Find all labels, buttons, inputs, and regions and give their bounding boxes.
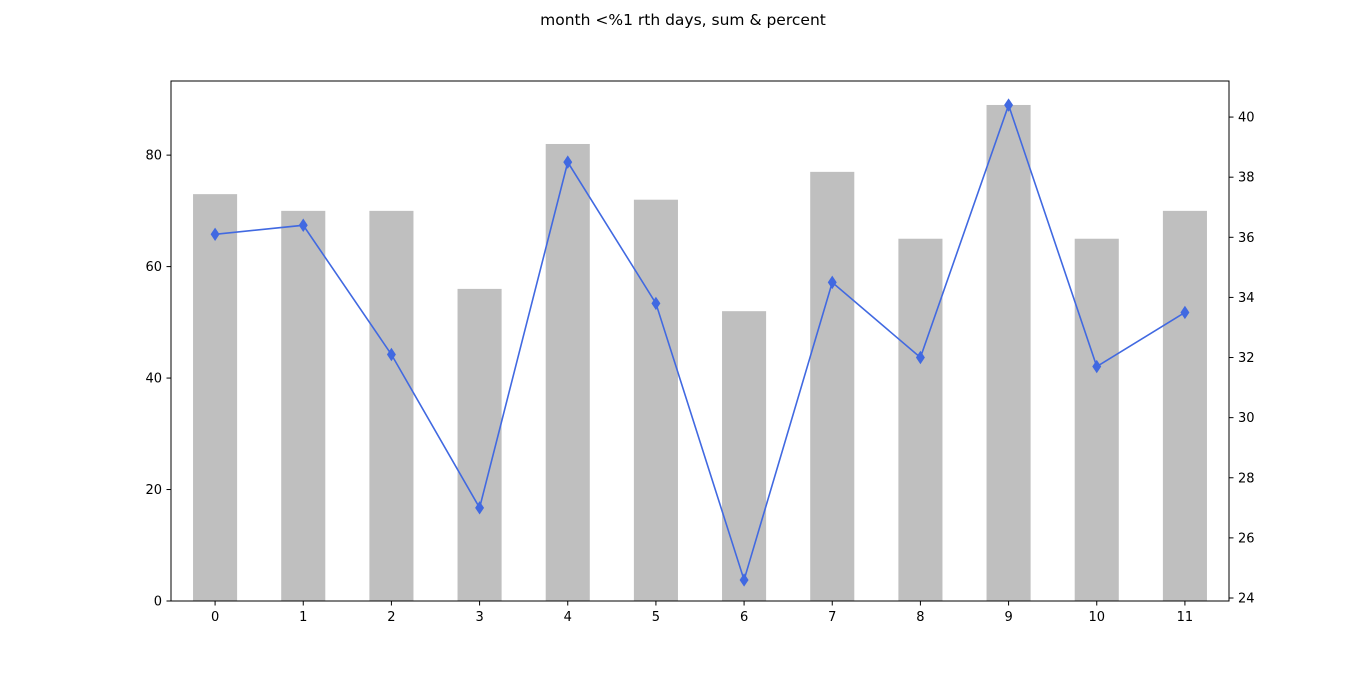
percent-point-1 (298, 218, 308, 232)
x-tick-label-3: 3 (475, 610, 483, 625)
percent-point-4 (563, 155, 573, 169)
bar-4 (545, 143, 590, 602)
bar-2 (369, 210, 414, 602)
x-tick-label-6: 6 (740, 610, 748, 625)
x-tick-label-9: 9 (1004, 610, 1012, 625)
percent-point-3 (475, 501, 485, 515)
bar-10 (1074, 238, 1119, 602)
percent-point-9 (1004, 98, 1014, 112)
y-left-tick-label-60: 60 (145, 260, 162, 275)
y-left-tick-label-20: 20 (145, 483, 162, 498)
bar-11 (1162, 210, 1207, 602)
y-right-tick-label-28: 28 (1238, 471, 1255, 486)
y-right-tick-label-36: 36 (1238, 231, 1255, 246)
percent-point-6 (739, 573, 749, 587)
x-tick-label-1: 1 (299, 610, 307, 625)
y-left-tick-label-0: 0 (154, 595, 162, 610)
bar-1 (281, 210, 326, 602)
x-tick-label-8: 8 (916, 610, 924, 625)
percent-point-0 (210, 227, 220, 242)
x-tick-label-0: 0 (211, 610, 219, 625)
bar-0 (193, 194, 238, 601)
y-right-tick-label-32: 32 (1238, 351, 1255, 366)
plot-frame (170, 80, 1230, 602)
bar-9 (986, 104, 1031, 601)
y-left-tick-label-40: 40 (145, 372, 162, 387)
y-right-tick-label-24: 24 (1238, 591, 1255, 606)
bar-3 (457, 288, 502, 601)
percent-point-8 (915, 350, 925, 365)
percent-point-7 (827, 275, 837, 290)
y-right-tick-label-34: 34 (1238, 291, 1255, 306)
x-tick-label-10: 10 (1088, 610, 1105, 625)
bar-7 (810, 171, 855, 601)
axes-layer: 0 1 2 3 4 5 6 7 8 9 10 1102040608024262830323436384… (145, 80, 1255, 625)
percent-point-2 (386, 347, 396, 362)
y-left-tick-label-80: 80 (145, 149, 162, 164)
bars-layer (193, 104, 1207, 602)
x-tick-label-4: 4 (564, 610, 572, 625)
x-tick-label-2: 2 (387, 610, 395, 625)
percent-point-5 (651, 296, 661, 311)
x-tick-label-5: 5 (652, 610, 660, 625)
y-right-tick-label-26: 26 (1238, 531, 1255, 546)
chart-title: month <%1 rth days, sum & percent (540, 11, 826, 29)
x-tick-label-11: 11 (1177, 610, 1194, 625)
percent-point-11 (1180, 305, 1190, 320)
y-right-tick-label-38: 38 (1238, 171, 1255, 186)
bar-8 (898, 238, 943, 602)
percent-line (214, 102, 1186, 583)
y-right-tick-label-30: 30 (1238, 411, 1255, 426)
bar-6 (722, 311, 767, 601)
percent-point-10 (1092, 359, 1102, 374)
bar-5 (633, 199, 678, 601)
line-layer (210, 98, 1190, 587)
y-right-tick-label-40: 40 (1238, 111, 1255, 126)
x-tick-label-7: 7 (828, 610, 836, 625)
